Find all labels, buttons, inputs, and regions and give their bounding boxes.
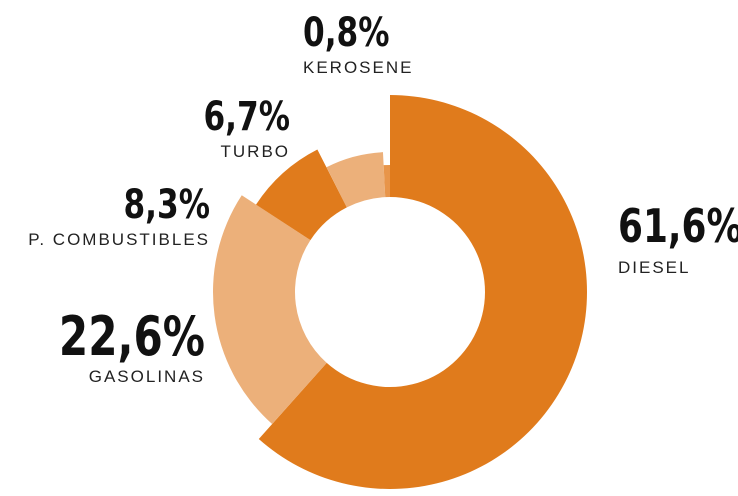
donut-segment [258, 95, 587, 489]
value-label: 22,6% [59, 306, 205, 368]
value-label: 6,7% [203, 94, 290, 140]
value-label: 61,6% [618, 200, 738, 254]
category-label: DIESEL [618, 258, 690, 277]
category-label: GASOLINAS [89, 367, 205, 386]
category-label: TURBO [221, 142, 291, 161]
donut-segment [213, 195, 327, 425]
value-label: 0,8% [303, 10, 390, 56]
donut-segment [383, 165, 390, 198]
donut-segment [255, 149, 347, 241]
value-label: 8,3% [123, 182, 210, 228]
category-label: KEROSENE [303, 58, 413, 77]
donut-segment [326, 152, 386, 208]
category-label: P. COMBUSTIBLES [28, 230, 210, 249]
